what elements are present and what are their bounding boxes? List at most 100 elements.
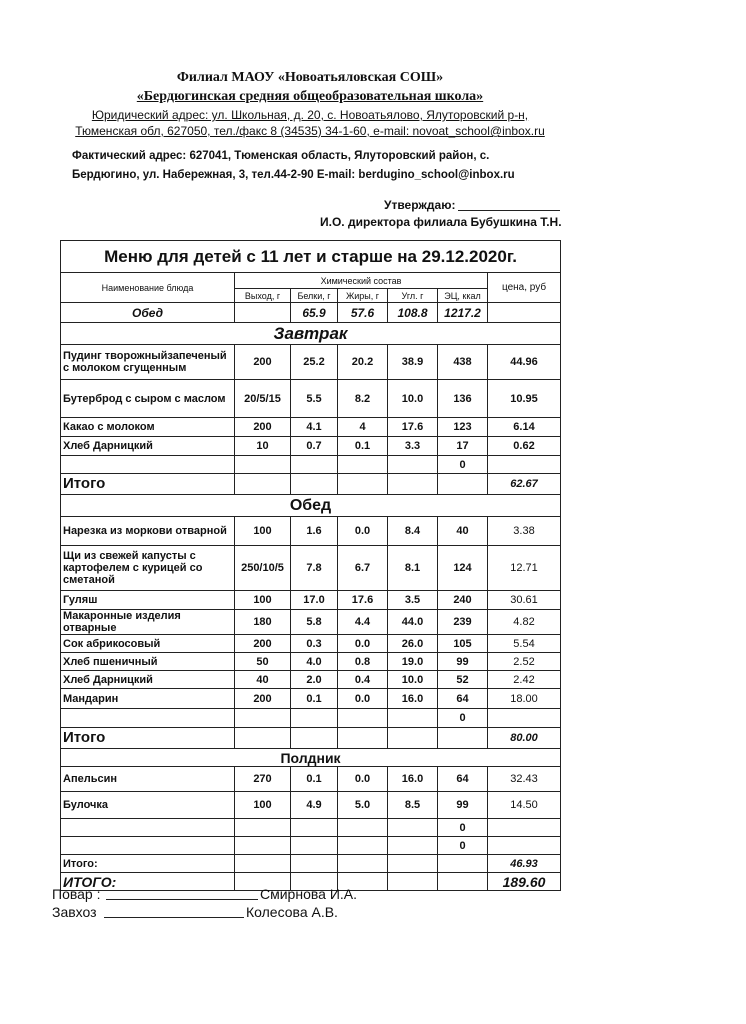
empty-cell	[337, 854, 388, 873]
dish-name: Хлеб пшеничный	[60, 652, 235, 671]
value-cell	[234, 836, 291, 855]
empty-cell	[337, 727, 388, 749]
section-title: Завтрак	[59, 322, 562, 345]
table-row: Бутерброд с сыром с маслом 20/5/15 5.5 8.2 1…	[60, 379, 562, 418]
value-cell: 2.52	[486, 652, 562, 671]
table-row: Пудинг творожныйзапеченый с молоком сгущ…	[60, 344, 562, 380]
value-cell: 8.1	[387, 545, 438, 591]
actual-address: Фактический адрес: 627041, Тюменская обл…	[72, 150, 490, 162]
column-header: ЭЦ, ккал	[437, 288, 488, 303]
dish-name: Бутерброд с сыром с маслом	[60, 379, 235, 418]
table-row: Макаронные изделия отварные 180 5.8 4.4 44.0…	[60, 609, 562, 635]
value-cell: 25.2	[290, 344, 338, 380]
value-cell: 1.6	[290, 516, 338, 546]
signature-line	[104, 917, 244, 918]
signature-line	[106, 899, 258, 900]
table-row: Меню для детей с 11 лет и старше на 29.1…	[59, 240, 562, 273]
value-cell	[234, 455, 291, 474]
total-price: 62.67	[486, 473, 562, 495]
empty-cell	[437, 727, 488, 749]
table-row: Гуляш 100 17.0 17.6 3.5 240 30.61	[60, 590, 562, 610]
table-row: Какао с молоком 200 4.1 4 17.6 123 6.14	[60, 417, 562, 437]
value-cell: 2.42	[486, 670, 562, 689]
table-row: 0	[60, 818, 562, 837]
value-cell: 17.0	[290, 590, 338, 610]
value-cell: 12.71	[486, 545, 562, 591]
summary-cell: 108.8	[387, 302, 438, 323]
value-cell: 16.0	[387, 688, 438, 709]
value-cell	[486, 818, 562, 837]
value-cell: 5.54	[486, 634, 562, 653]
empty-cell	[234, 854, 291, 873]
value-cell: 0.0	[337, 634, 388, 653]
value-cell: 5.8	[290, 609, 338, 635]
empty-cell	[387, 727, 438, 749]
value-cell	[337, 818, 388, 837]
dish-name: Сок абрикосовый	[60, 634, 235, 653]
table-row: Итого 62.67	[60, 473, 562, 495]
dish-name: Мандарин	[60, 688, 235, 709]
column-header: Химический состав	[234, 272, 488, 289]
value-cell: 26.0	[387, 634, 438, 653]
value-cell: 10	[234, 436, 291, 456]
empty-cell	[387, 854, 438, 873]
summary-cell: 57.6	[337, 302, 388, 323]
table-row: Нарезка из моркови отварной 100 1.6 0.0 8.4 4…	[60, 516, 562, 546]
value-cell: 4.4	[337, 609, 388, 635]
value-cell: 8.4	[387, 516, 438, 546]
empty-cell	[290, 727, 338, 749]
grand-total-price: 189.60	[486, 872, 562, 891]
value-cell: 4.0	[290, 652, 338, 671]
value-cell: 99	[437, 791, 488, 819]
value-cell: 0.7	[290, 436, 338, 456]
value-cell: 200	[234, 634, 291, 653]
table-row: ИТОГО: 189.60	[60, 872, 562, 891]
value-cell: 20.2	[337, 344, 388, 380]
dish-name: Хлеб Дарницкий	[60, 670, 235, 689]
dish-name	[60, 836, 235, 855]
table-row: Обед 65.9 57.6 108.8 1217.2	[60, 302, 562, 323]
value-cell: 64	[437, 688, 488, 709]
value-cell: 2.0	[290, 670, 338, 689]
value-cell: 52	[437, 670, 488, 689]
value-cell	[290, 455, 338, 474]
value-cell: 5.5	[290, 379, 338, 418]
empty-cell	[437, 854, 488, 873]
branch: Филиал МАОУ «Новоатьяловская СОШ»	[176, 70, 444, 85]
value-cell: 200	[234, 688, 291, 709]
dish-name: Щи из свежей капусты с картофелем с кури…	[60, 545, 235, 591]
total-label: Итого	[60, 727, 235, 749]
value-cell: 5.0	[337, 791, 388, 819]
empty-cell	[337, 473, 388, 495]
total-label: Итого:	[60, 854, 235, 873]
table-title: Меню для детей с 11 лет и старше на 29.1…	[59, 240, 562, 273]
director: И.О. директора филиала Бубушкина Т.Н.	[320, 215, 562, 229]
dish-name: Какао с молоком	[60, 417, 235, 437]
value-cell: 0.0	[337, 688, 388, 709]
value-cell: 438	[437, 344, 488, 380]
table-row: Завтрак	[59, 322, 562, 345]
empty-cell	[290, 854, 338, 873]
value-cell: 0.4	[337, 670, 388, 689]
value-cell: 239	[437, 609, 488, 635]
value-cell	[486, 836, 562, 855]
value-cell: 136	[437, 379, 488, 418]
empty-cell	[234, 473, 291, 495]
value-cell: 180	[234, 609, 291, 635]
value-cell: 270	[234, 766, 291, 792]
value-cell: 3.38	[486, 516, 562, 546]
value-cell: 4.1	[290, 417, 338, 437]
table-row: 0	[60, 708, 562, 728]
value-cell	[486, 455, 562, 474]
value-cell: 17.6	[387, 417, 438, 437]
actual-address: Бердюгино, ул. Набережная, 3, тел.44-2-9…	[72, 169, 515, 181]
section-title: Обед	[59, 494, 562, 517]
table-row: 0	[60, 836, 562, 855]
value-cell: 10.95	[486, 379, 562, 418]
value-cell: 8.5	[387, 791, 438, 819]
table-row: Хлеб Дарницкий 40 2.0 0.4 10.0 52 2.42	[60, 670, 562, 689]
signature-line	[458, 210, 560, 211]
value-cell: 3.3	[387, 436, 438, 456]
legal-address: Юридический адрес: ул. Школьная, д. 20, …	[91, 108, 529, 122]
